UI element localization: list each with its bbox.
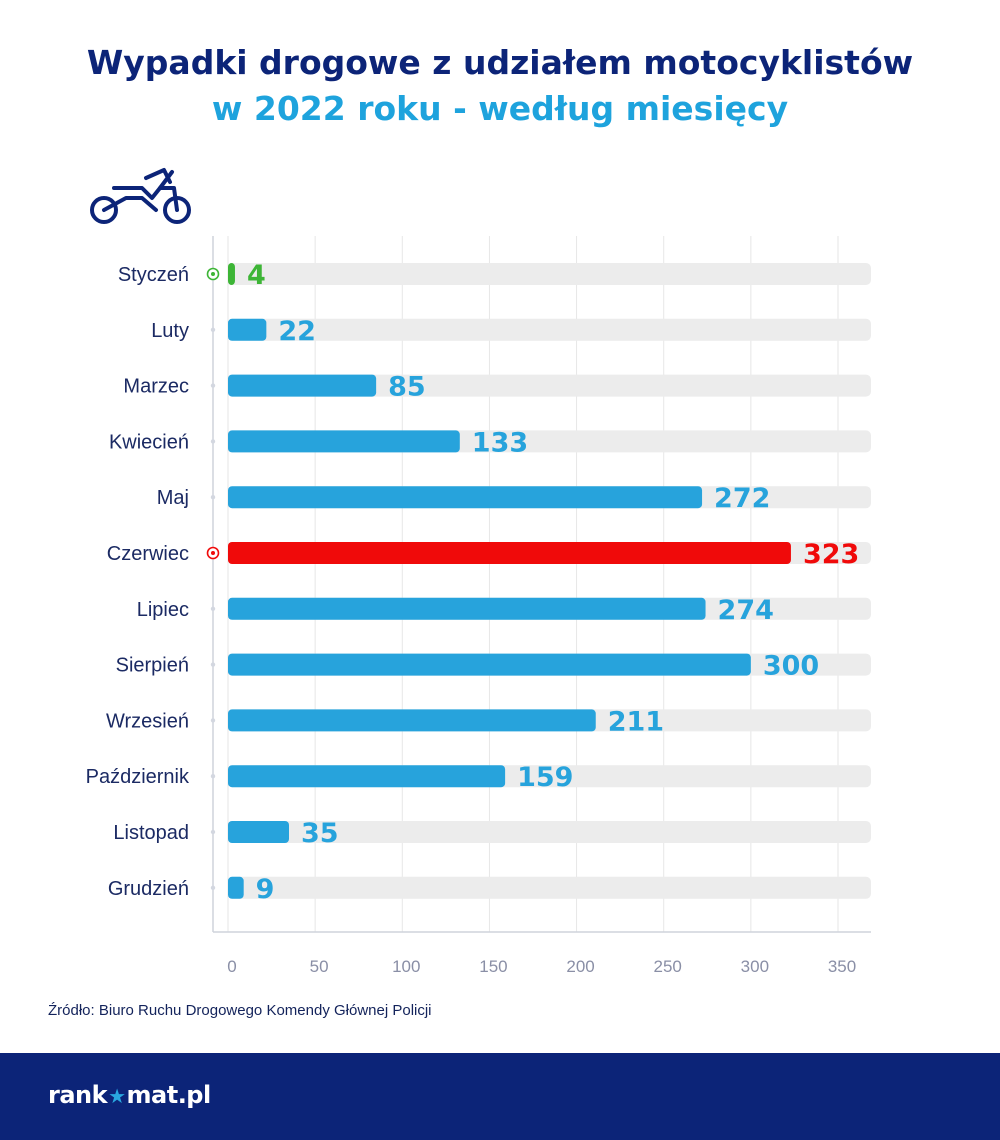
- x-tick-label: 250: [654, 957, 682, 976]
- bar: [228, 263, 235, 285]
- title-line-2: w 2022 roku - według miesięcy: [211, 89, 789, 128]
- bar: [228, 374, 377, 397]
- target-dot-center: [211, 272, 215, 276]
- value-label: 272: [714, 483, 770, 514]
- value-label: 9: [256, 874, 275, 905]
- axis-dot: [210, 606, 216, 611]
- bar-track: [228, 876, 871, 899]
- category-label: Kwiecień: [109, 431, 189, 453]
- bar: [228, 318, 267, 341]
- category-label: Lipiec: [137, 599, 189, 621]
- axis-dot: [210, 383, 216, 388]
- axis-dot: [210, 327, 216, 332]
- category-label: Czerwiec: [107, 543, 189, 565]
- bar: [228, 709, 596, 732]
- category-label: Sierpień: [116, 655, 189, 677]
- bar-track: [228, 374, 871, 397]
- bar: [228, 597, 706, 620]
- x-tick-label: 200: [566, 957, 594, 976]
- target-dot-center: [211, 551, 215, 555]
- category-label: Styczeń: [118, 264, 189, 286]
- value-label: 274: [718, 595, 774, 626]
- value-label: 4: [247, 260, 266, 291]
- axis-dot: [210, 774, 216, 779]
- bar: [228, 430, 460, 453]
- category-label: Listopad: [113, 822, 189, 844]
- category-label: Grudzień: [108, 878, 189, 900]
- axis-dot: [210, 662, 216, 667]
- axis-dot: [210, 495, 216, 500]
- bar: [228, 876, 244, 899]
- category-label: Wrzesień: [106, 710, 189, 732]
- star-icon: ★: [108, 1084, 126, 1108]
- bar: [228, 765, 506, 788]
- x-tick-label: 0: [227, 957, 236, 976]
- brand-logo[interactable]: rank★mat.pl: [48, 1081, 211, 1109]
- source-note: Źródło: Biuro Ruchu Drogowego Komendy Gł…: [48, 1002, 432, 1019]
- x-tick-label: 300: [741, 957, 769, 976]
- bar-track: [228, 318, 871, 341]
- chart-bars: [228, 263, 871, 899]
- logo-text-right: mat.pl: [126, 1081, 212, 1109]
- bar: [228, 821, 289, 843]
- bar: [228, 653, 751, 676]
- x-tick-label: 350: [828, 957, 856, 976]
- value-label: 323: [803, 539, 859, 570]
- value-label: 22: [278, 316, 316, 347]
- axis-dot: [210, 829, 216, 835]
- bar: [228, 486, 703, 509]
- value-label: 300: [763, 651, 819, 682]
- value-label: 133: [472, 427, 528, 458]
- x-tick-label: 100: [392, 957, 420, 976]
- category-label: Marzec: [123, 376, 189, 398]
- category-label: Luty: [151, 320, 189, 342]
- bar-track: [228, 263, 871, 285]
- category-label: Październik: [86, 766, 190, 788]
- bar: [228, 542, 791, 564]
- logo-text-left: rank: [48, 1081, 108, 1109]
- motorcycle-icon: [90, 168, 191, 224]
- axis-dot: [210, 885, 216, 890]
- chart-title: Wypadki drogowe z udziałem motocyklistów…: [0, 40, 1000, 132]
- bar-track: [228, 821, 871, 843]
- axis-dot: [210, 439, 216, 444]
- title-line-1: Wypadki drogowe z udziałem motocyklistów: [86, 43, 914, 82]
- value-label: 211: [608, 706, 664, 737]
- x-tick-label: 150: [479, 957, 507, 976]
- axis-dot: [210, 718, 216, 723]
- value-label: 159: [517, 762, 573, 793]
- value-label: 35: [301, 818, 339, 849]
- bar-chart: 0 50 100 150 200 250 300 350 Styczeń 4 Luty 22 Marze…: [86, 168, 871, 976]
- footer-bar: rank★mat.pl: [0, 1053, 1000, 1140]
- value-label: 85: [388, 372, 426, 403]
- chart-grid: [212, 236, 871, 933]
- x-tick-label: 50: [310, 957, 329, 976]
- category-label: Maj: [157, 487, 189, 509]
- chart-labels: 0 50 100 150 200 250 300 350 Styczeń 4 Luty 22 Marze…: [86, 260, 860, 976]
